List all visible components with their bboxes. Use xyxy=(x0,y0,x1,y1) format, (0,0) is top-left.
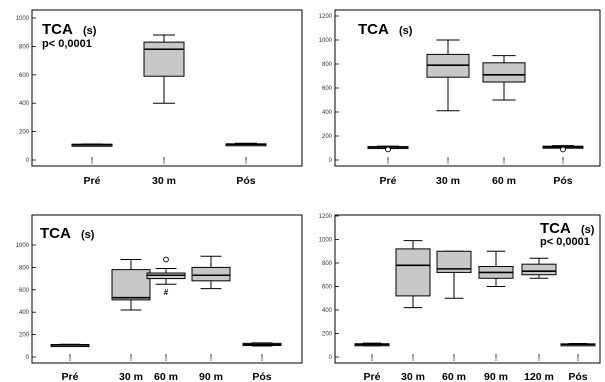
y-tick-label: 0 xyxy=(26,158,30,164)
panel-3: TCA (s) 0 200 400 600 800 1000 8 Pré 8 30 m #8 60 m… xyxy=(16,215,302,382)
x-tick-label: 30 m xyxy=(152,175,176,187)
n-label: 8 xyxy=(562,160,565,166)
y-tick-label: 600 xyxy=(19,288,30,294)
y-tick-label: 200 xyxy=(322,332,333,338)
x-tick-label: Pré xyxy=(84,175,101,187)
y-tick-label: 600 xyxy=(322,86,333,92)
n-label: 8 xyxy=(91,160,94,166)
x-tick-label: Pós xyxy=(553,175,572,187)
box xyxy=(144,42,184,76)
panel-1-title: TCA xyxy=(42,21,73,38)
n-label: 8 xyxy=(453,357,456,363)
y-tick-label: 800 xyxy=(322,62,333,68)
n-label: 8 xyxy=(245,160,248,166)
x-tick-label: Pós xyxy=(252,371,271,382)
n-label: 8 xyxy=(261,357,264,363)
x-tick-label: Pré xyxy=(364,371,381,382)
x-tick-label: 60 m xyxy=(154,371,178,382)
n-label: 8 xyxy=(163,160,166,166)
outlier-point xyxy=(386,147,391,152)
n-label: 8 xyxy=(387,160,390,166)
x-tick-label: Pós xyxy=(236,175,255,187)
x-tick-label: 90 m xyxy=(484,371,508,382)
x-tick-label: 90 m xyxy=(199,371,223,382)
y-tick-label: 400 xyxy=(19,310,30,316)
panel-4: TCA (s) p< 0,0001 0 200 400 600 800 1000 1200 8… xyxy=(319,214,600,382)
y-tick-label: 400 xyxy=(322,110,333,116)
n-label: 8 xyxy=(165,357,168,363)
y-tick-label: 800 xyxy=(19,44,30,50)
panel-4-p-value: p< 0,0001 xyxy=(540,236,590,248)
y-tick-label: 1000 xyxy=(16,16,30,22)
n-label: 8 xyxy=(210,357,213,363)
n-label: 8 xyxy=(495,357,498,363)
panel-1-p-value: p< 0,0001 xyxy=(42,38,92,50)
panel-4-title-unit: (s) xyxy=(581,224,595,236)
y-tick-label: 800 xyxy=(322,261,333,267)
y-tick-label: 0 xyxy=(329,355,333,361)
x-tick-label: 30 m xyxy=(436,175,460,187)
y-tick-label: 200 xyxy=(322,134,333,140)
x-tick-label: 120 m xyxy=(524,371,554,382)
panel-1-title-unit: (s) xyxy=(83,25,97,37)
outlier-point xyxy=(561,147,566,152)
outlier-point xyxy=(164,257,169,262)
y-tick-label: 800 xyxy=(19,265,30,271)
panel-3-title: TCA xyxy=(40,225,71,242)
y-tick-label: 1200 xyxy=(319,14,333,20)
box xyxy=(112,270,150,300)
y-tick-label: 400 xyxy=(322,308,333,314)
panel-2-title: TCA xyxy=(358,21,389,38)
outlier-marker: # xyxy=(164,288,169,297)
y-tick-label: 400 xyxy=(19,101,30,107)
x-tick-label: 60 m xyxy=(442,371,466,382)
n-label: 8 xyxy=(447,160,450,166)
y-tick-label: 0 xyxy=(26,355,30,361)
n-label: 8 xyxy=(412,357,415,363)
n-label: 8 xyxy=(538,357,541,363)
y-tick-label: 200 xyxy=(19,130,30,136)
n-label: 8 xyxy=(69,357,72,363)
n-label: 8 xyxy=(130,357,133,363)
n-label: 8 xyxy=(503,160,506,166)
y-tick-label: 0 xyxy=(329,158,333,164)
x-tick-label: Pré xyxy=(62,371,79,382)
panel-1: TCA (s) p< 0,0001 0 200 400 600 800 1000 8 Pré 8… xyxy=(16,10,302,187)
x-tick-label: Pré xyxy=(380,175,397,187)
y-tick-label: 600 xyxy=(322,285,333,291)
panel-2-title-unit: (s) xyxy=(399,25,413,37)
y-tick-label: 1000 xyxy=(319,238,333,244)
panel-2: TCA (s) 0 200 400 600 800 1000 1200 8 Pré 8 30 m 8 6… xyxy=(319,10,600,187)
box xyxy=(192,267,230,280)
box xyxy=(396,249,430,296)
panel-4-title: TCA xyxy=(540,220,571,237)
box xyxy=(522,264,556,275)
x-tick-label: 60 m xyxy=(492,175,516,187)
x-tick-label: 30 m xyxy=(119,371,143,382)
n-label: 8 xyxy=(371,357,374,363)
x-tick-label: 30 m xyxy=(401,371,425,382)
y-tick-label: 1000 xyxy=(319,38,333,44)
x-tick-label: Pós xyxy=(568,371,587,382)
y-tick-label: 1000 xyxy=(16,243,30,249)
y-tick-label: 600 xyxy=(19,73,30,79)
panel-3-title-unit: (s) xyxy=(81,229,95,241)
y-tick-label: 200 xyxy=(19,333,30,339)
n-label: 8 xyxy=(577,357,580,363)
y-tick-label: 1200 xyxy=(319,214,333,220)
box xyxy=(483,63,525,82)
